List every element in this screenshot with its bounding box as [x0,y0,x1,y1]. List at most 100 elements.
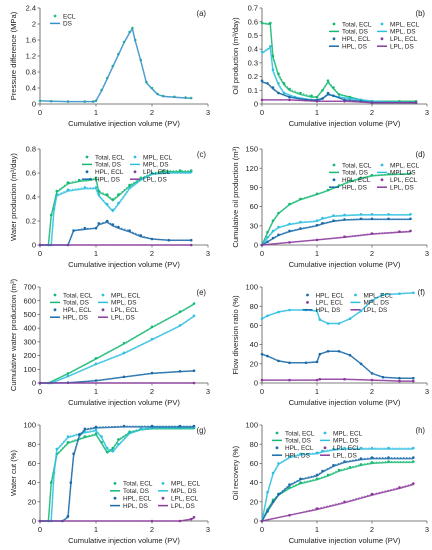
y-tick-label: 0 [32,241,36,250]
y-tick-label: 0.3 [248,58,258,67]
panel-label: (e) [196,288,206,297]
x-tick-label: 3 [206,108,210,117]
legend-label: MPL, ECL [390,21,420,28]
series-line-ds [261,173,411,246]
panel-label: (b) [415,9,425,18]
series-line-ds [261,483,414,522]
x-tick-label: 0 [260,108,264,117]
y-tick-label: 80 [28,440,36,449]
y-tick-label: 60 [250,202,258,211]
x-tick-label: 2 [150,525,154,534]
x-tick-label: 1 [94,108,98,117]
legend-label: LPL, ECL [390,177,418,184]
series-line-ecl [40,425,194,522]
y-tick-label: 2.4 [26,4,36,13]
x-tick-label: 1 [94,249,98,258]
x-tick-label: 0 [260,249,264,258]
x-tick-label: 3 [425,108,429,117]
y-tick-label: 600 [23,296,36,305]
x-tick-label: 1 [315,525,319,534]
y-tick-label: 0.4 [26,193,36,202]
legend-label: LPL, ECL [333,445,361,452]
x-tick-label: 1 [94,387,98,396]
legend: Total, ECL MPL, ECL Total, DS MPL, DS HPL, E… [329,162,420,192]
y-tick-label: 100 [245,283,258,292]
series-line-ds [261,214,411,246]
y-tick-label: 20 [250,359,258,368]
series-line-ds [261,461,414,522]
series-line-ds [261,448,414,522]
legend-label: Total, DS [285,438,311,445]
legend-marker [53,14,57,18]
y-axis-label: Cumulative water production (m³) [9,278,18,391]
legend-label: HPL, ECL [123,496,152,503]
x-axis-label: Cumulative injection volume (PV) [289,260,401,269]
legend-label: Total, ECL [285,430,315,437]
legend-marker [354,293,357,297]
y-tick-label: 60 [250,321,258,330]
legend-marker [101,293,105,297]
series-line-ecl [261,218,411,246]
y-tick-label: 0.2 [248,72,258,81]
series-line-ds [40,315,195,384]
legend-label: Total, ECL [342,162,372,169]
x-tick-label: 0 [260,387,264,396]
legend-label: LPL, DS [111,315,135,322]
y-tick-label: 0 [254,517,258,526]
series-line-ds [261,292,414,325]
legend-marker [306,301,309,304]
y-tick-label: 40 [250,340,258,349]
y-tick-label: 300 [23,337,36,346]
legend-marker [275,431,279,435]
x-tick-label: 3 [425,525,429,534]
x-tick-label: 0 [260,525,264,534]
y-tick-label: 20 [28,497,36,506]
legend-label: MPL, ECL [390,162,420,169]
y-tick-label: 80 [250,440,258,449]
y-tick-label: 0.4 [248,45,258,54]
legend-label: MPL, ECL [333,430,363,437]
data-point [260,79,264,82]
legend-label: HPL, ECL [342,177,371,184]
x-tick-label: 1 [94,525,98,534]
legend-marker [306,293,309,297]
series-line-ds [40,303,195,384]
x-tick-label: 3 [206,387,210,396]
y-tick-label: 0.4 [26,84,36,93]
legend-label: MPL, DS [333,438,359,445]
legend-label: ECL [63,13,76,20]
legend-marker [380,37,384,41]
legend-label: LPL, ECL [111,307,139,314]
x-axis-label: Cumulative injection volume (PV) [289,536,401,545]
x-axis-label: Cumulative injection volume (PV) [289,119,401,128]
y-tick-label: 120 [245,164,258,173]
legend-label: MPL, DS [143,162,169,169]
series-line-ds [261,218,411,246]
series-line-ds [261,81,416,104]
chart-panel-5: 0 1 2 3 0 100 200 300 400 500 600 700 Cumulative inj… [9,278,210,407]
legend-marker [380,178,384,182]
legend-marker [161,482,165,485]
y-axis-label: Oil recovery (%) [231,445,240,500]
legend: Total, ECL MPL, ECL Total, DS MPL, DS HPL, E… [110,481,201,510]
x-tick-label: 3 [206,249,210,258]
legend-marker [332,22,336,26]
legend-label: MPL, ECL [143,154,173,161]
legend-marker [380,163,384,167]
y-tick-label: 20 [250,497,258,506]
x-tick-label: 2 [370,525,374,534]
x-axis-label: Cumulative injection volume (PV) [289,398,401,407]
legend-marker [161,496,165,500]
legend-label: MPL, DS [111,300,137,307]
y-tick-label: 0 [254,241,258,250]
legend-label: HPL, DS [316,307,341,314]
x-tick-label: 0 [38,108,42,117]
legend-label: Total, DS [63,300,89,307]
x-axis-label: Cumulative injection volume (PV) [68,536,180,545]
legend-marker [133,155,137,159]
series-line-ds [40,221,192,246]
legend-label: LPL, ECL [171,496,199,503]
y-axis-label: Water cut (%) [9,449,18,496]
y-tick-label: 60 [250,459,258,468]
